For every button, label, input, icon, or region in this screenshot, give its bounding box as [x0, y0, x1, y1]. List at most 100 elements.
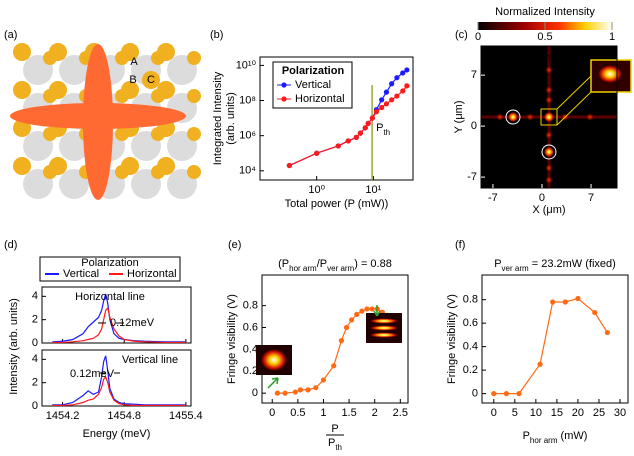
site-label: A	[130, 56, 138, 68]
panel-label: (c)	[455, 29, 468, 41]
data-point	[592, 309, 598, 316]
data-point	[335, 143, 341, 149]
power-label: P=2Pth	[577, 168, 611, 183]
text-part: P	[331, 423, 338, 435]
text-part: th	[383, 128, 390, 137]
legend-marker	[281, 96, 287, 102]
site-label: C	[147, 74, 155, 86]
zoom-line	[556, 91, 592, 126]
linewidth-label: 0.12meV	[110, 317, 155, 329]
legend-title: Polarization	[81, 257, 138, 269]
colorbar-title: Normalized Intensity	[495, 6, 595, 18]
data-point	[354, 311, 360, 317]
data-point	[349, 317, 355, 323]
legend-label: Horizontal	[127, 268, 177, 280]
text-part: P	[523, 430, 530, 442]
series-line	[52, 375, 186, 407]
series-line	[52, 355, 186, 406]
x-tick-label: 2	[372, 407, 378, 419]
data-point	[503, 391, 510, 397]
data-point	[562, 299, 568, 305]
data-point	[404, 67, 410, 73]
data-point	[357, 130, 363, 136]
dim-spot	[496, 113, 504, 121]
bright-spot	[544, 112, 554, 122]
data-point	[305, 387, 311, 393]
data-point	[343, 324, 350, 331]
dim-spot	[545, 86, 553, 94]
panel-label: (a)	[4, 29, 17, 41]
x-tick-label: 25	[593, 407, 605, 419]
dim-spot	[545, 66, 553, 74]
data-point	[537, 361, 543, 367]
text-part: ver arm	[327, 264, 354, 273]
y-tick-label: 10¹⁰	[236, 59, 257, 71]
legend-title: Polarization	[282, 65, 345, 77]
dim-spot	[526, 113, 534, 121]
lattice-site-a	[13, 43, 31, 61]
x-tick-label: 1455.4	[169, 410, 203, 422]
lattice-site-a	[121, 81, 139, 99]
data-point	[338, 338, 345, 344]
legend-label: Vertical	[295, 79, 331, 91]
legend-box	[39, 256, 181, 282]
lattice-diagram	[10, 43, 201, 200]
lattice-site-a	[13, 157, 31, 175]
lattice-site-a	[13, 81, 31, 99]
y-tick-label: 2	[32, 377, 38, 389]
panel-label: (b)	[210, 29, 223, 41]
x-tick-label: 0	[491, 407, 497, 419]
x-axis-label: Total power (P (mW))	[285, 198, 389, 210]
series-line	[493, 297, 608, 395]
data-point	[286, 162, 292, 169]
lattice-site-c	[187, 127, 201, 141]
panel-label: (f)	[455, 239, 465, 251]
data-point	[400, 88, 406, 94]
x-tick-label: 7	[588, 192, 594, 204]
y-tick-label: 0.6	[243, 321, 258, 333]
y-tick-label: 4	[32, 353, 38, 365]
lattice-site-a	[157, 157, 175, 175]
dim-spot	[545, 96, 553, 104]
plot-frame	[481, 274, 629, 404]
y-tick-label: 0	[32, 400, 38, 412]
mode-spot	[261, 349, 287, 371]
x-axis-label-numerator: P	[331, 423, 338, 435]
x-axis-label: Energy (meV)	[83, 428, 151, 440]
x-tick-label: 1	[320, 407, 326, 419]
y-tick-label: 7	[471, 69, 477, 81]
data-point	[516, 391, 522, 397]
data-point	[345, 138, 351, 144]
x-tick-label: 5	[512, 407, 518, 419]
inset-arrow	[373, 305, 381, 317]
x-tick-label: 10	[530, 407, 542, 419]
energy-label: E = 1454.65meV	[485, 52, 568, 64]
x-tick-label: 1454.8	[107, 410, 141, 422]
x-tick-label: 1454.2	[46, 410, 80, 422]
y-tick-label: 10⁸	[239, 94, 256, 106]
x-tick-label: 1.5	[341, 407, 356, 419]
data-point	[389, 97, 395, 103]
data-point	[274, 390, 280, 396]
plot-frame	[259, 56, 414, 181]
data-point	[491, 391, 497, 397]
text-part: th	[335, 443, 342, 452]
y-tick-label: 0	[472, 388, 478, 400]
data-point	[369, 115, 375, 121]
plot-frame	[41, 286, 192, 344]
fringe	[370, 318, 398, 324]
y-tick-label: 0.6	[463, 317, 478, 329]
y-tick-label: 0.4	[463, 341, 478, 353]
data-point	[313, 385, 319, 391]
data-point	[331, 363, 337, 369]
x-tick-label: 30	[614, 407, 626, 419]
y-tick-label: 2	[32, 314, 38, 326]
data-point	[400, 70, 406, 76]
y-tick-label: 0	[252, 387, 258, 399]
legend-label: Vertical	[63, 268, 99, 280]
dim-spot	[586, 113, 594, 121]
inset-arrow	[267, 377, 279, 389]
dim-spot	[545, 164, 553, 172]
chart-title: Pver arm = 23.2mW (fixed)	[494, 258, 616, 273]
